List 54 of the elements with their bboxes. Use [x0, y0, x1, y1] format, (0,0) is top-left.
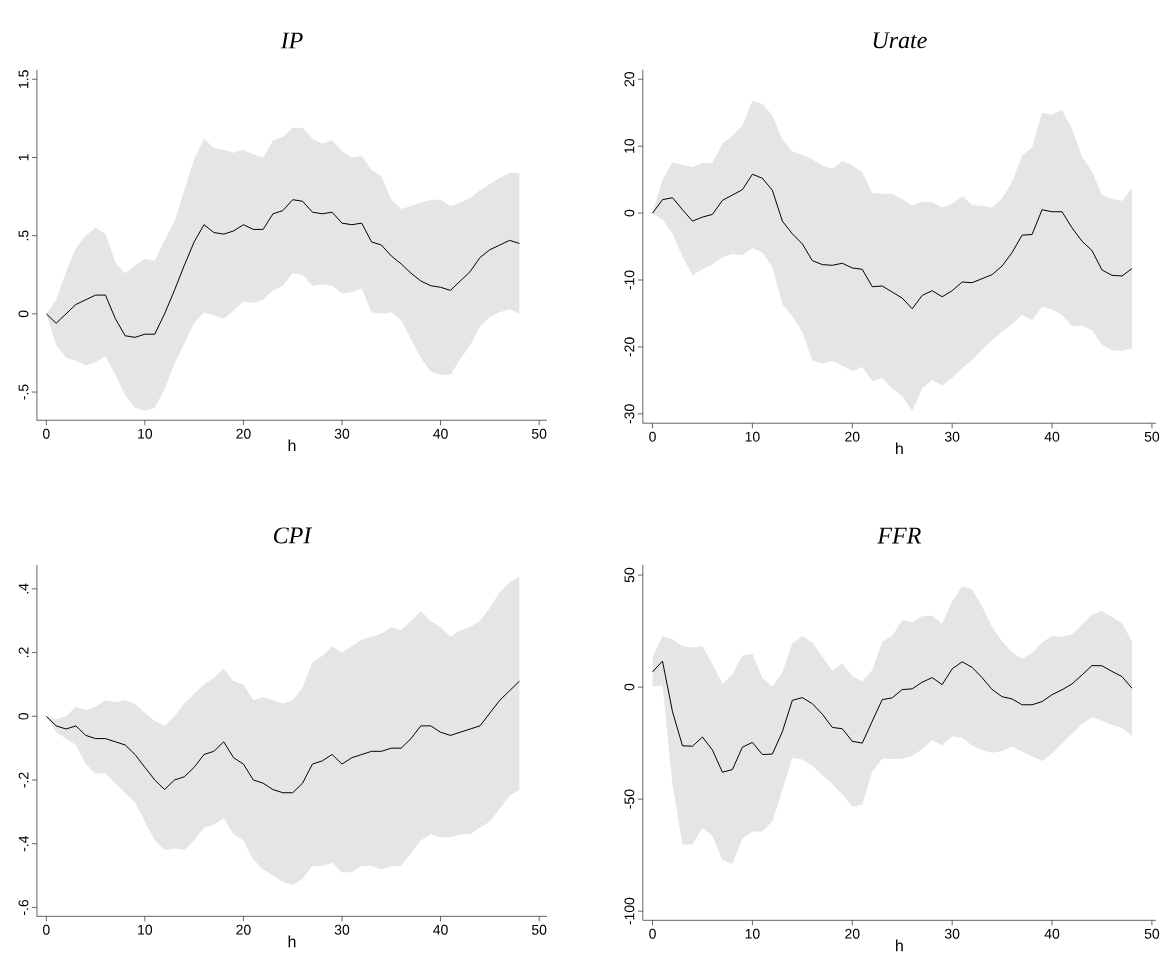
y-tick-label: -10 — [624, 270, 635, 290]
line-series — [652, 660, 1133, 773]
x-tick-label: 0 — [42, 428, 50, 439]
x-tick-label: 40 — [1044, 928, 1060, 939]
x-tick-label: 0 — [649, 928, 656, 939]
x-axis-title: h — [288, 935, 296, 948]
x-tick-label: 30 — [944, 431, 960, 442]
x-tick-label: 20 — [236, 428, 251, 439]
y-tick-label: -20 — [624, 337, 635, 357]
x-axis-title: h — [896, 939, 903, 952]
y-tick-label: 0 — [18, 712, 29, 720]
y-tick-label: .2 — [18, 647, 29, 657]
x-tick-label: 0 — [42, 924, 50, 935]
y-tick-label: 1.5 — [18, 70, 29, 88]
y-tick-label: 50 — [624, 567, 635, 583]
x-tick-label: 40 — [1044, 431, 1060, 442]
chart-title: IP — [280, 32, 303, 49]
y-tick-label: -.2 — [18, 772, 29, 788]
y-tick-label: -.5 — [18, 384, 29, 400]
x-tick-label: 20 — [236, 924, 251, 935]
chart-title: CPI — [274, 527, 313, 544]
y-tick-label: -50 — [624, 789, 635, 809]
x-tick-label: 30 — [944, 928, 960, 939]
y-tick-label: -30 — [624, 404, 635, 424]
chart-title: Urate — [873, 32, 927, 49]
x-tick-label: 10 — [745, 928, 760, 939]
x-tick-label: 50 — [1144, 928, 1160, 939]
x-tick-label: 10 — [138, 924, 153, 935]
x-tick-label: 50 — [531, 924, 547, 935]
x-tick-label: 50 — [1144, 431, 1160, 442]
x-tick-label: 0 — [649, 431, 656, 442]
y-tick-label: 1 — [18, 154, 29, 161]
x-tick-label: 20 — [845, 928, 860, 939]
x-tick-label: 10 — [138, 428, 153, 439]
y-tick-label: -.4 — [18, 835, 29, 852]
x-axis-title: h — [288, 439, 296, 451]
x-tick-label: 40 — [433, 924, 448, 935]
y-tick-label: .4 — [18, 583, 29, 594]
x-tick-label: 30 — [334, 924, 350, 935]
y-tick-label: .5 — [18, 230, 29, 241]
x-tick-label: 40 — [433, 428, 448, 439]
x-axis-title: h — [896, 442, 903, 454]
y-tick-label: 0 — [624, 209, 635, 217]
x-tick-label: 30 — [334, 428, 350, 439]
y-tick-label: 0 — [624, 683, 635, 691]
y-tick-label: 10 — [624, 138, 635, 153]
y-tick-label: -100 — [624, 897, 635, 925]
chart-title: FFR — [877, 527, 921, 544]
x-tick-label: 10 — [745, 431, 760, 442]
y-tick-label: 0 — [18, 310, 29, 318]
x-tick-label: 20 — [845, 431, 860, 442]
y-tick-label: 20 — [624, 71, 635, 87]
x-tick-label: 50 — [531, 428, 547, 439]
y-tick-label: -.6 — [18, 899, 29, 915]
